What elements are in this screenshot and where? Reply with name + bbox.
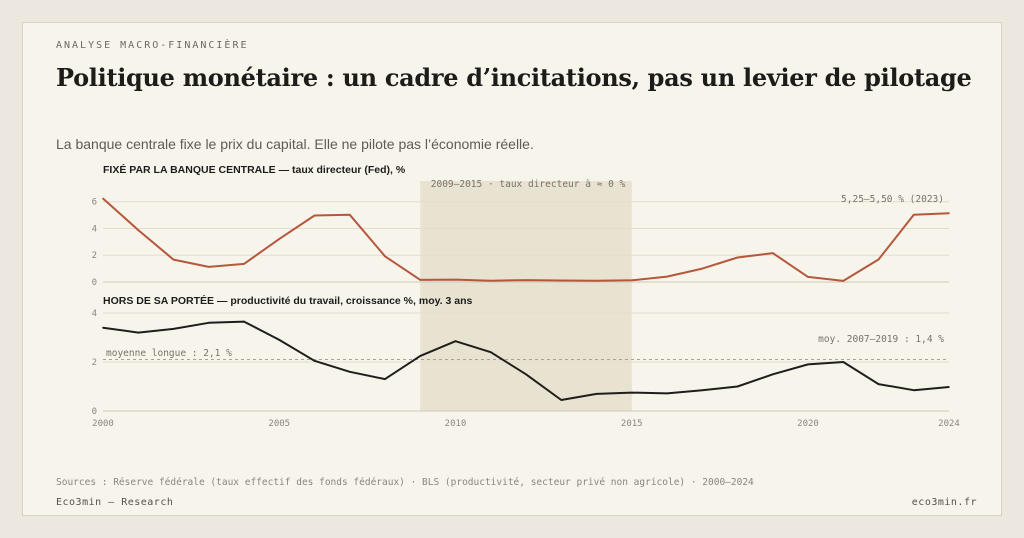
shade-layer — [420, 181, 632, 411]
text-layer: FIXÉ PAR LA BANQUE CENTRALE — taux direc… — [92, 163, 960, 429]
data-point-rate — [278, 238, 281, 240]
data-point-rate — [172, 258, 175, 261]
panel-title-rate: FIXÉ PAR LA BANQUE CENTRALE — taux direc… — [103, 163, 406, 176]
data-point-rate — [489, 279, 492, 282]
data-point-productivity — [630, 391, 633, 394]
y-tick-label-productivity: 4 — [92, 309, 97, 319]
data-point-rate — [736, 256, 739, 259]
data-point-productivity — [102, 326, 104, 329]
data-point-productivity — [842, 361, 845, 363]
data-point-productivity — [807, 363, 809, 366]
data-point-productivity — [701, 389, 704, 391]
data-point-rate — [948, 212, 950, 215]
data-point-productivity — [525, 373, 527, 376]
data-point-productivity — [877, 383, 880, 385]
x-tick-label: 2010 — [445, 419, 467, 429]
chart-card: ANALYSE MACRO-FINANCIÈRE Politique monét… — [22, 22, 1002, 516]
data-point-productivity — [912, 389, 915, 391]
x-tick-label: 2005 — [268, 419, 290, 429]
data-point-rate — [842, 280, 845, 282]
data-point-productivity — [207, 322, 210, 324]
data-point-productivity — [313, 359, 316, 362]
data-point-rate — [771, 252, 774, 254]
y-tick-label-productivity: 0 — [92, 407, 97, 417]
data-point-rate — [102, 197, 104, 200]
data-point-rate — [243, 263, 245, 265]
x-tick-label: 2015 — [621, 419, 643, 429]
rate-end-annotation: 5,25–5,50 % (2023) — [841, 194, 944, 205]
data-point-productivity — [348, 371, 351, 373]
grid-layer — [103, 201, 949, 412]
data-point-productivity — [172, 328, 175, 330]
data-point-productivity — [137, 331, 140, 334]
data-point-rate — [348, 214, 351, 216]
data-point-productivity — [419, 355, 422, 357]
y-tick-label-rate: 6 — [92, 198, 97, 208]
page-title: Politique monétaire : un cadre d’incitat… — [56, 63, 972, 92]
data-point-productivity — [384, 378, 386, 380]
y-tick-label-productivity: 2 — [92, 358, 97, 368]
data-point-rate — [454, 278, 457, 281]
data-point-rate — [525, 279, 527, 281]
sources-note: Sources : Réserve fédérale (taux effecti… — [56, 477, 754, 488]
x-tick-label: 2020 — [797, 419, 819, 429]
panel-title-productivity: HORS DE SA PORTÉE — productivité du trav… — [103, 294, 473, 307]
zero-rate-period-shade — [420, 181, 632, 411]
data-point-productivity — [278, 339, 281, 341]
data-point-rate — [137, 229, 140, 231]
y-tick-label-rate: 4 — [92, 224, 97, 234]
data-point-rate — [912, 214, 915, 216]
data-point-rate — [701, 267, 704, 270]
data-point-productivity — [454, 340, 457, 342]
data-point-productivity — [948, 386, 950, 388]
data-point-rate — [877, 258, 880, 261]
lines-layer — [102, 197, 950, 401]
data-point-productivity — [736, 385, 739, 388]
y-tick-label-rate: 0 — [92, 278, 97, 288]
data-point-rate — [560, 279, 563, 282]
reference-annotation: moyenne longue : 2,1 % — [106, 348, 232, 359]
data-point-rate — [630, 279, 633, 282]
x-tick-label: 2024 — [938, 419, 960, 429]
chart-svg: FIXÉ PAR LA BANQUE CENTRALE — taux direc… — [92, 163, 960, 429]
data-point-rate — [207, 266, 210, 268]
data-point-productivity — [243, 320, 245, 323]
brand-label: Eco3min — Research — [56, 497, 174, 508]
subtitle: La banque centrale fixe le prix du capit… — [56, 136, 534, 152]
x-tick-label: 2000 — [92, 419, 114, 429]
data-point-rate — [419, 279, 422, 281]
data-point-productivity — [666, 392, 668, 395]
data-point-rate — [807, 276, 809, 278]
shade-annotation: 2009–2015 · taux directeur à ≈ 0 % — [431, 179, 626, 190]
data-point-productivity — [595, 393, 598, 395]
eyebrow-label: ANALYSE MACRO-FINANCIÈRE — [56, 40, 249, 51]
site-link[interactable]: eco3min.fr — [911, 497, 977, 508]
data-point-productivity — [560, 399, 563, 401]
period-average-annotation: moy. 2007–2019 : 1,4 % — [818, 334, 944, 345]
data-point-rate — [666, 275, 668, 278]
y-tick-label-rate: 2 — [92, 251, 97, 261]
data-point-productivity — [489, 351, 492, 354]
data-point-rate — [313, 214, 316, 217]
data-point-rate — [384, 255, 386, 258]
data-point-rate — [595, 279, 598, 282]
data-point-productivity — [771, 373, 774, 376]
